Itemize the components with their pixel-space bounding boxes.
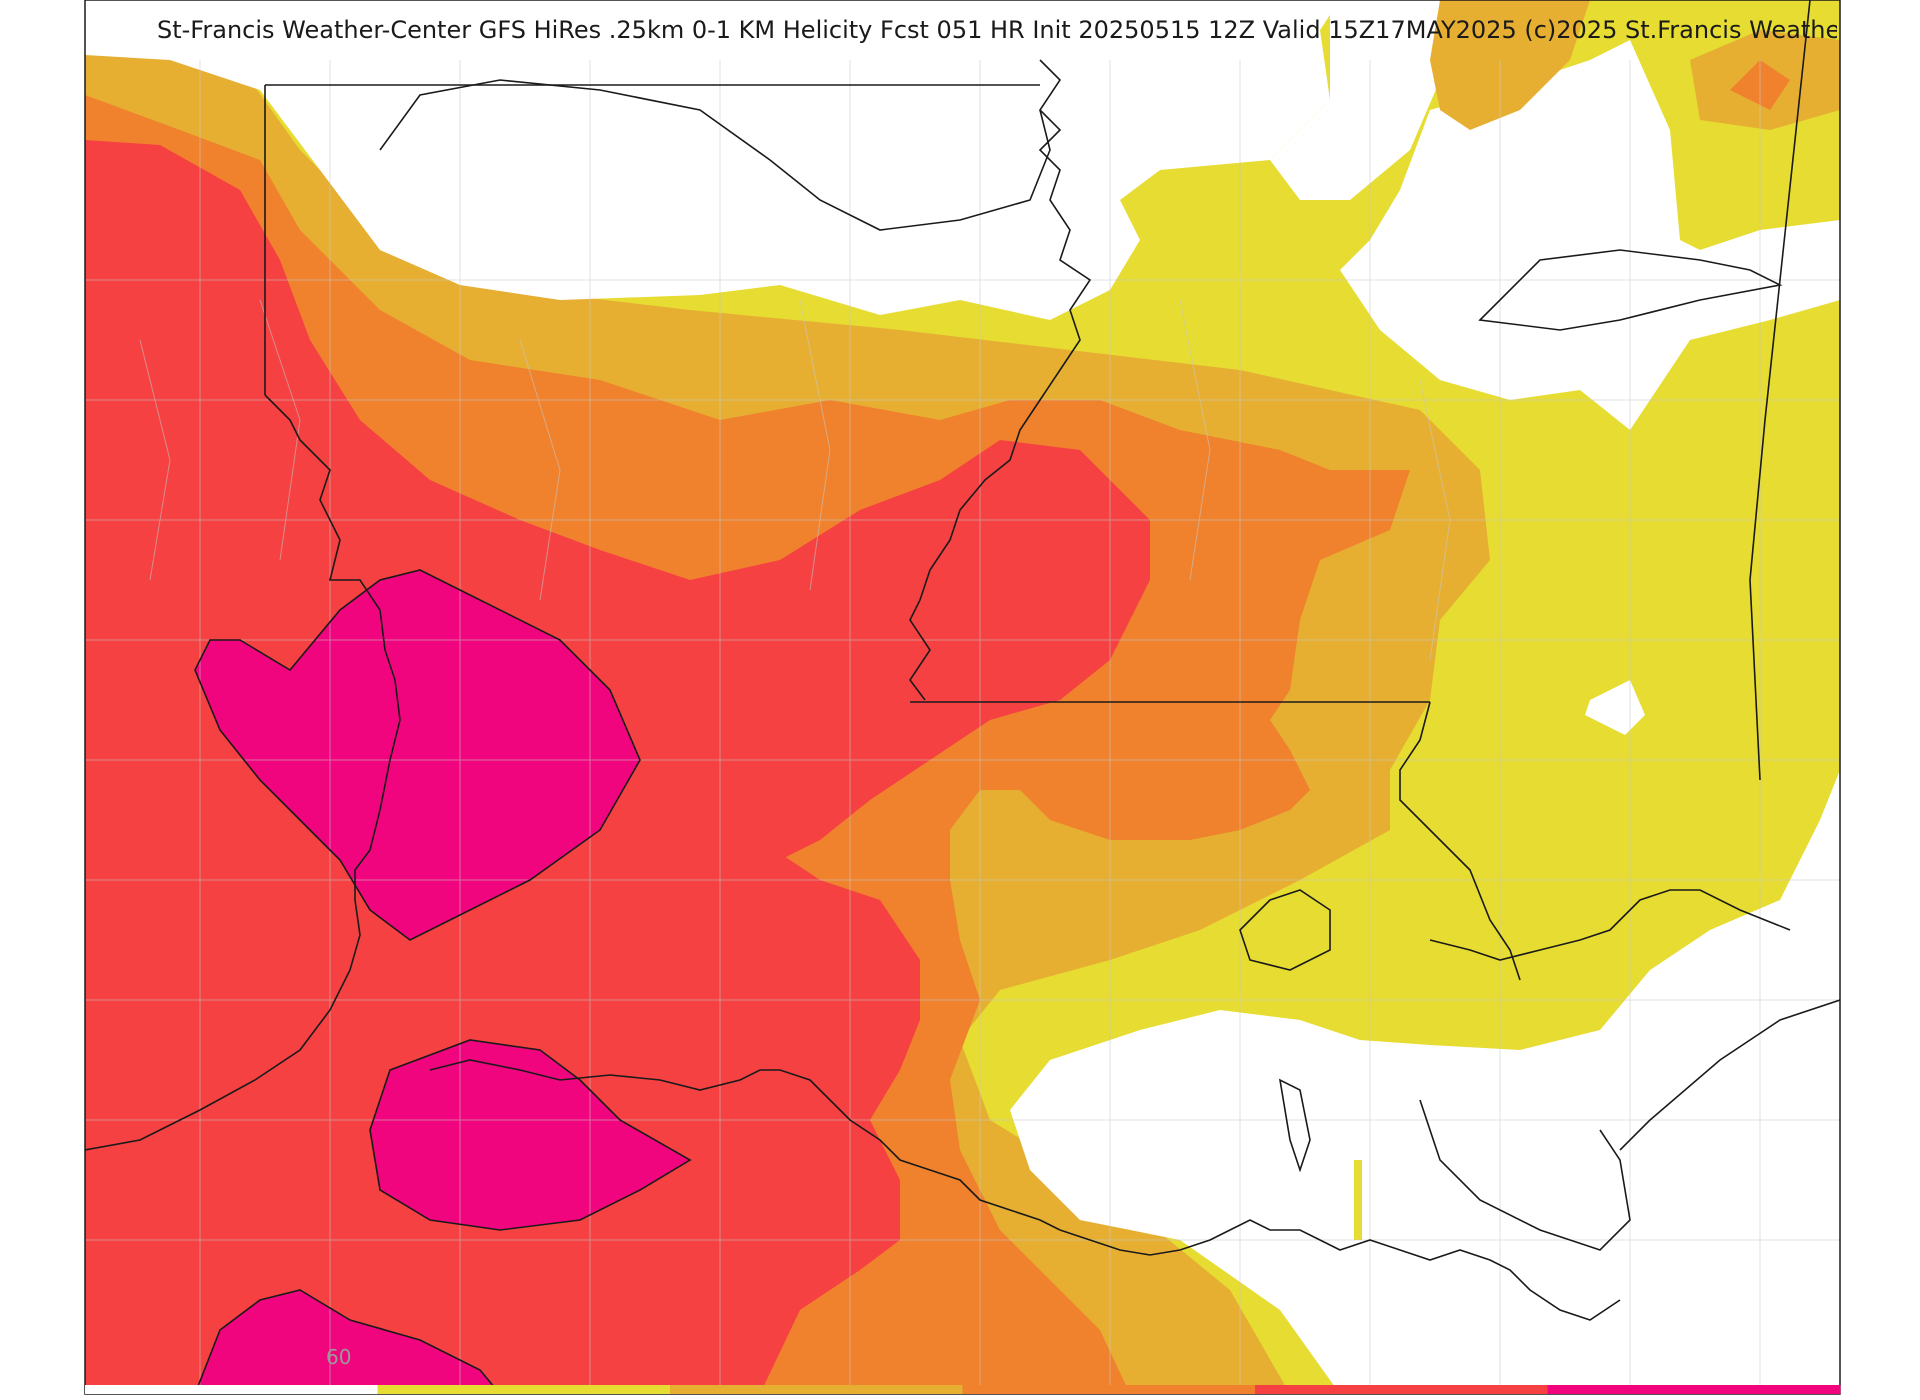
contour-north (379, 79, 1051, 231)
fill-magenta-bottom (195, 1290, 500, 1394)
fill-white-east-band (1340, 40, 1840, 430)
contour-gulf-south (1278, 1078, 1311, 1173)
border-ms-al (1749, 0, 1811, 781)
legend-tick-label: 60 (326, 1345, 352, 1369)
fill-magenta-south (370, 1040, 690, 1230)
coastline-louisiana (1059, 1219, 1621, 1321)
border-ok-north (264, 84, 1040, 395)
border-mississippi-river (909, 59, 1092, 701)
state-boundaries (85, 0, 1840, 1394)
fill-gold-ne (1430, 0, 1590, 130)
contour-gulf-lobe (1419, 1099, 1631, 1251)
contour-magenta-bottom (194, 1289, 501, 1394)
contour-east (1478, 249, 1783, 331)
legend-band-1 (377, 1385, 671, 1394)
helicity-fill-layer (85, 0, 1840, 1394)
border-red-river (264, 394, 401, 1011)
contour-magenta-south (369, 1039, 692, 1231)
contour-magenta-west (194, 569, 641, 941)
fill-yellow-strip (1354, 1160, 1362, 1240)
legend-colorbar (85, 1385, 1841, 1394)
shore-ms-coast (1429, 889, 1791, 961)
contour-se (1619, 999, 1840, 1151)
legend-band-2 (670, 1385, 963, 1394)
legend-band-4 (1255, 1385, 1548, 1394)
fill-white-north (85, 0, 1340, 320)
legend-band-0 (85, 1385, 378, 1394)
fill-magenta-west (195, 570, 640, 940)
county-lines (85, 60, 1840, 1394)
map-title: St-Francis Weather-Center GFS HiRes .25k… (157, 16, 1837, 44)
border-la-ms (1399, 701, 1521, 981)
legend-band-5 (1547, 1385, 1841, 1394)
shore-pontchartrain (1239, 889, 1331, 971)
legend-band-3 (962, 1385, 1256, 1394)
fill-white-gulf (1010, 770, 1840, 1394)
